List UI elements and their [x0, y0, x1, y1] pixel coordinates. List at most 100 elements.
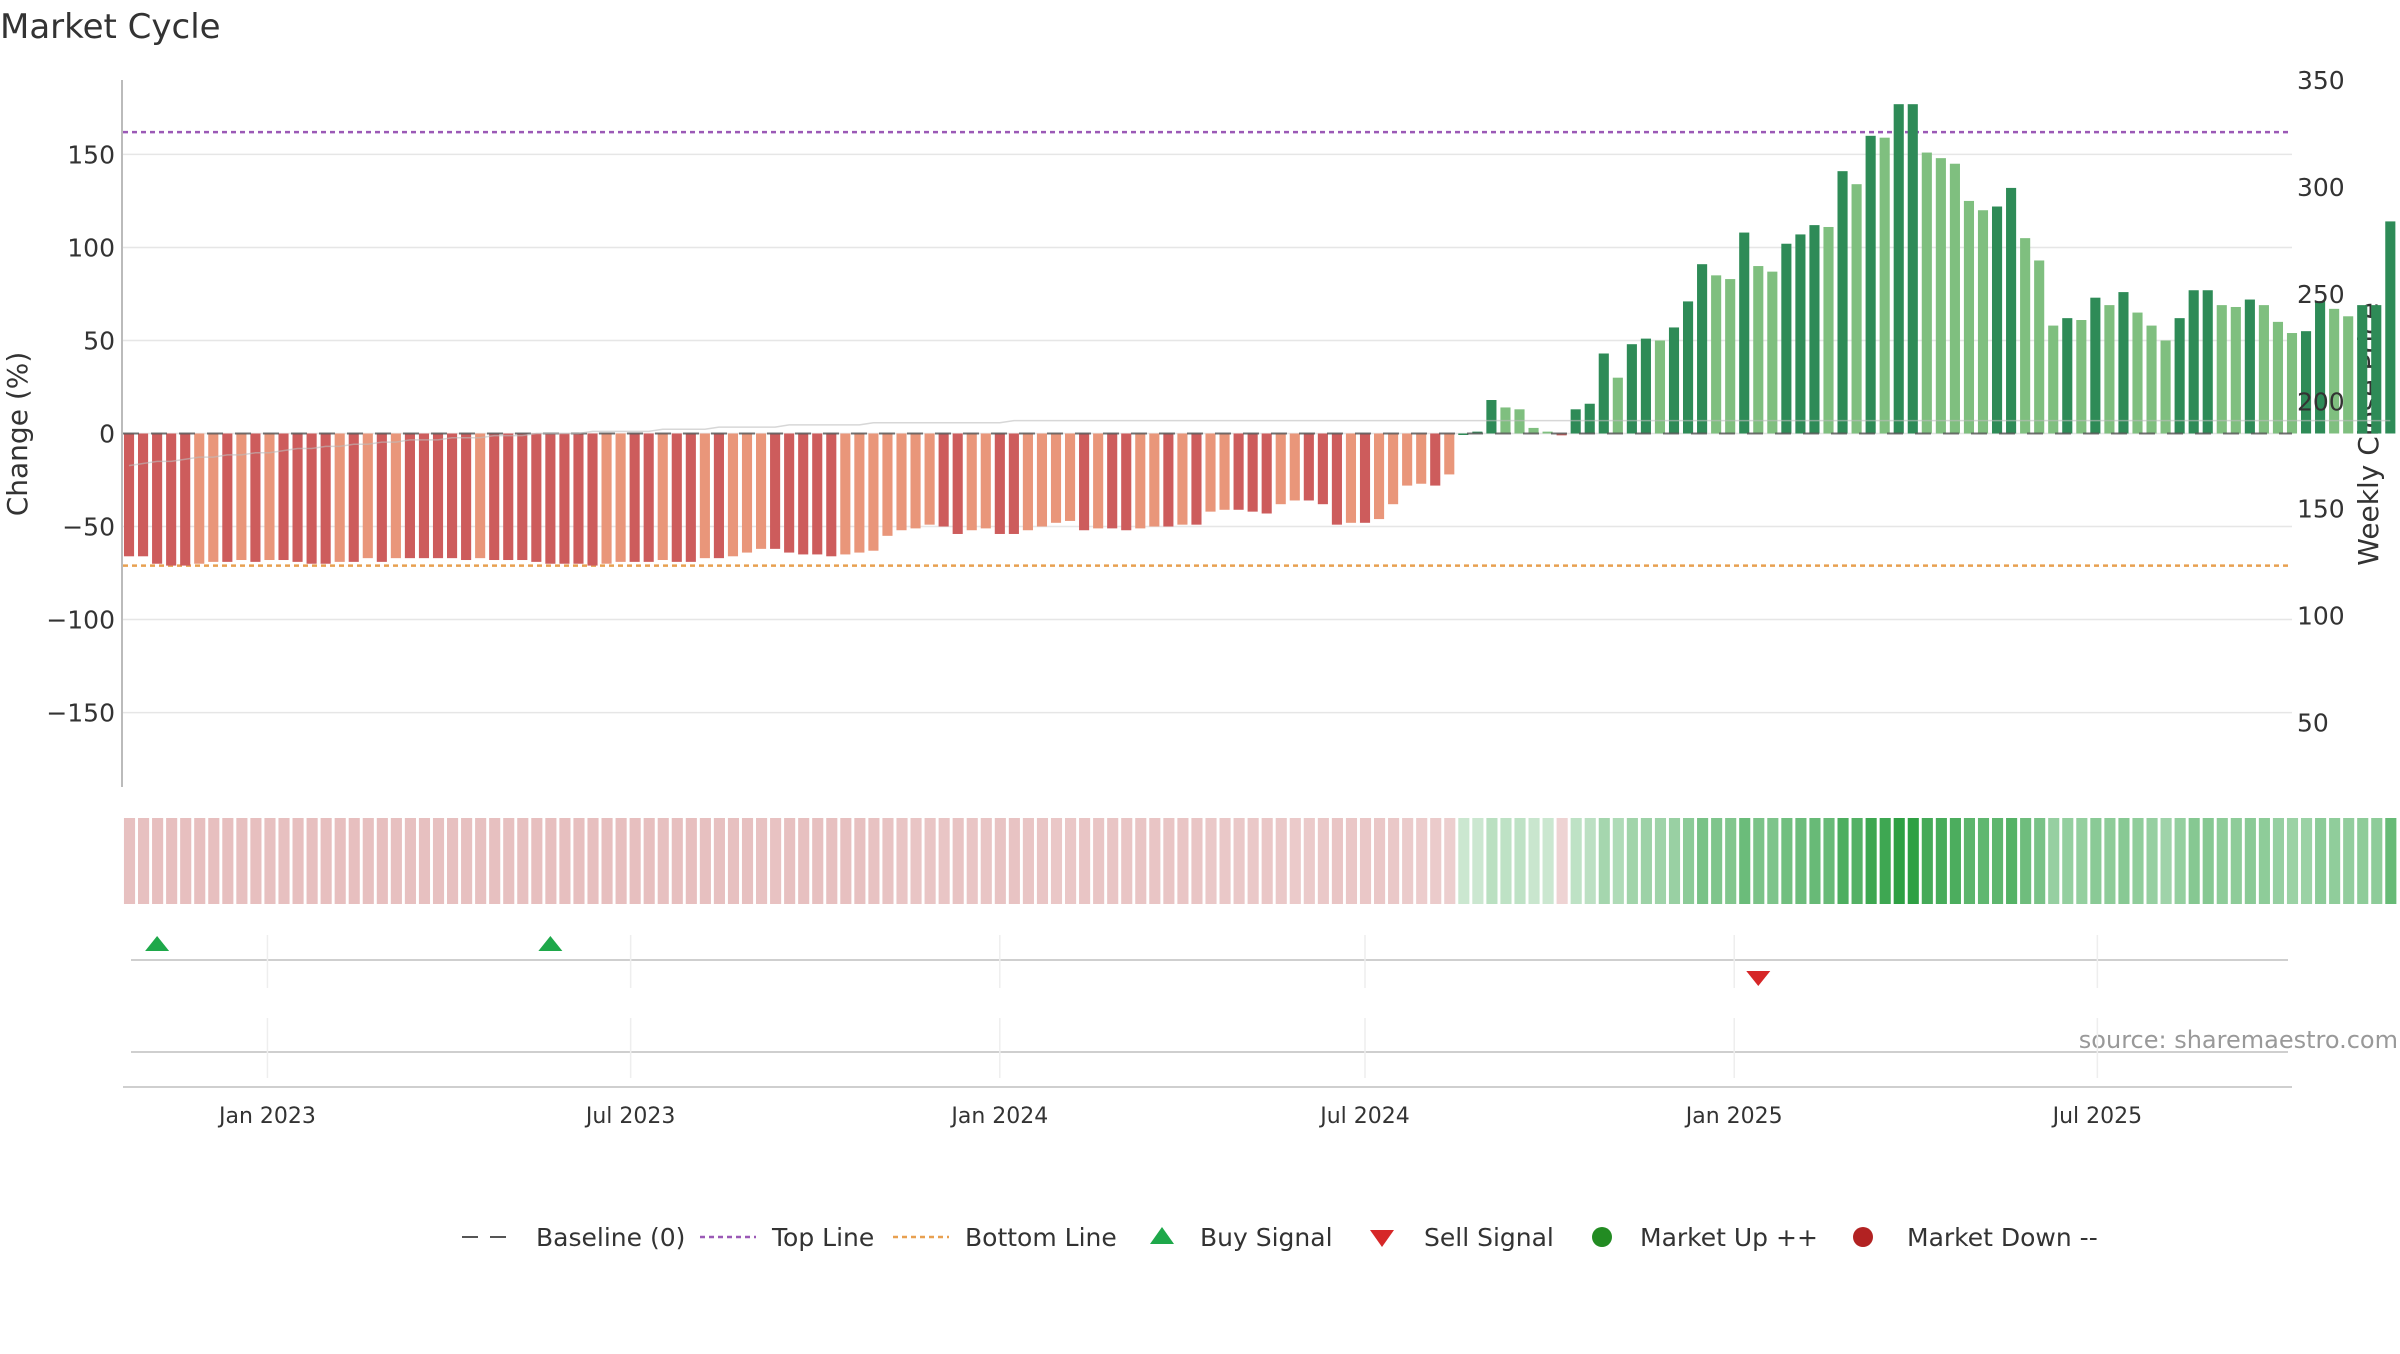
heat-cell	[1191, 818, 1203, 904]
heat-cell	[1837, 818, 1849, 904]
heat-cell	[1486, 818, 1498, 904]
cycle-bar	[180, 433, 191, 566]
heat-cell	[798, 818, 810, 904]
cycle-bar	[1022, 433, 1033, 531]
cycle-bar	[306, 433, 317, 564]
cycle-bar	[2258, 305, 2269, 434]
cycle-bar	[1837, 171, 1848, 434]
cycle-bar	[1458, 433, 1469, 435]
heat-cell	[2272, 818, 2285, 904]
heat-cell	[2244, 818, 2256, 904]
heat-cell	[629, 818, 641, 904]
cycle-bar	[545, 433, 556, 564]
cycle-bar	[1949, 163, 1960, 434]
cycle-bar	[657, 433, 668, 561]
y-tick-label-left: 50	[83, 326, 115, 355]
heat-cell	[2104, 818, 2116, 904]
cycle-bar	[1725, 279, 1736, 434]
heat-cell	[1388, 818, 1400, 904]
cycle-bar	[2034, 260, 2045, 434]
heat-cell	[1556, 818, 1568, 904]
heat-cell	[1261, 818, 1273, 904]
cycle-bar	[475, 433, 486, 559]
heat-cell	[2329, 818, 2341, 904]
heat-cell	[938, 818, 950, 904]
cycle-bar	[559, 433, 570, 564]
heat-cell	[1219, 818, 1231, 904]
heat-cell	[2006, 818, 2018, 904]
heat-cell	[1598, 818, 1610, 904]
legend-label-market_up: Market Up ++	[1640, 1223, 1818, 1252]
heat-cell	[250, 818, 262, 904]
cycle-bar	[938, 433, 949, 527]
legend-swatch-market_up	[1592, 1227, 1612, 1247]
cycle-bar	[1177, 433, 1188, 525]
cycle-bar	[1795, 234, 1806, 434]
cycle-bar	[1149, 433, 1160, 527]
heat-cell	[1809, 818, 1821, 904]
cycle-bar	[2020, 238, 2031, 434]
heat-cell	[573, 818, 585, 904]
heat-cell	[2385, 818, 2397, 904]
cycle-bar	[194, 433, 205, 564]
cycle-bar	[671, 433, 682, 562]
cycle-bar	[2160, 340, 2171, 434]
heat-cell	[1682, 818, 1695, 904]
cycle-bar	[1935, 158, 1946, 434]
cycle-bar	[390, 433, 401, 559]
heat-cell	[1991, 818, 2004, 904]
heat-cell	[1500, 818, 1512, 904]
cycle-bar	[1219, 433, 1230, 510]
cycle-bar	[924, 433, 935, 525]
heat-cell	[1542, 818, 1554, 904]
cycle-bar	[404, 433, 415, 559]
heat-cell	[952, 818, 964, 904]
heat-strip	[123, 818, 2397, 904]
heat-cell	[1345, 818, 1358, 904]
axes-layer: 150 100 50 0 −50 −100 −150 350 300 250 200 150 100 50…	[46, 66, 2344, 1129]
cycle-bar	[250, 433, 261, 562]
y-tick-label-left: −150	[46, 699, 115, 728]
cycle-bar	[1654, 340, 1666, 434]
heat-cell	[1570, 818, 1582, 904]
heat-cell	[1626, 818, 1638, 904]
cycle-bar	[152, 433, 163, 564]
heat-cell	[1373, 818, 1386, 904]
heat-cell	[1668, 818, 1681, 904]
heat-cell	[1921, 818, 1933, 904]
heat-cell	[475, 818, 487, 904]
cycle-bar	[573, 433, 584, 564]
heat-cell	[868, 818, 880, 904]
heat-cell	[362, 818, 374, 904]
cycle-bar	[1093, 433, 1104, 529]
heat-cell	[1163, 818, 1175, 904]
heat-cell	[1907, 818, 1919, 904]
cycle-bar	[1121, 433, 1132, 531]
heat-cell	[601, 818, 613, 904]
cycle-bar	[503, 433, 514, 561]
heat-cell	[1079, 818, 1091, 904]
heat-cell	[1879, 818, 1891, 904]
heat-cell	[910, 818, 922, 904]
cycle-bar	[348, 433, 359, 562]
cycle-bar	[882, 433, 893, 536]
cycle-bar	[2048, 325, 2059, 434]
source-note: source: sharemaestro.com	[2079, 1026, 2398, 1054]
cycle-bar	[1402, 433, 1413, 486]
heat-cell	[278, 818, 290, 904]
heat-cell	[166, 818, 178, 904]
heat-cell	[2202, 818, 2214, 904]
cycle-bar	[447, 433, 458, 559]
cycle-bar	[601, 433, 612, 564]
heat-cell	[1725, 818, 1737, 904]
legend-swatch-sell	[1370, 1230, 1394, 1247]
heat-cell	[447, 818, 459, 904]
cycle-bar	[868, 433, 879, 551]
heat-cell	[1205, 818, 1217, 904]
heat-cell	[432, 818, 445, 904]
heat-cell	[1795, 818, 1807, 904]
cycle-bar	[222, 433, 233, 562]
heat-cell	[2216, 818, 2228, 904]
heat-cell	[784, 818, 796, 904]
cycle-bar	[1879, 137, 1890, 434]
